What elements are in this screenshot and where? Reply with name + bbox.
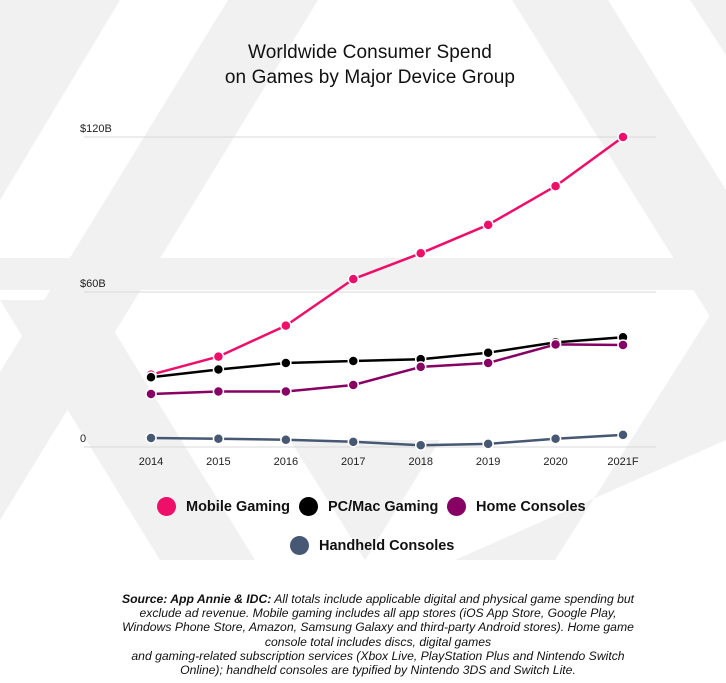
data-point-pc-mac-gaming-2014	[145, 371, 157, 383]
source-footnote: Source: App Annie & IDC: All totals incl…	[80, 592, 676, 677]
x-tick-label-2015: 2015	[206, 456, 230, 468]
data-point-home-consoles-2020	[549, 338, 562, 351]
footnote-line-5: and gaming-related subscription services…	[131, 648, 625, 663]
legend-item-handheld-consoles: Handheld Consoles	[290, 536, 454, 555]
footnote-line-1: All totals include applicable digital an…	[271, 592, 635, 606]
x-tick-label-2017: 2017	[341, 456, 365, 468]
data-point-handheld-consoles-2018	[414, 439, 427, 451]
data-point-home-consoles-2017	[347, 379, 360, 391]
data-point-mobile-gaming-2016	[280, 319, 292, 332]
data-point-home-consoles-2015	[212, 385, 225, 398]
y-tick-label-0: 0	[80, 433, 86, 445]
data-point-mobile-gaming-2019	[482, 219, 494, 231]
legend-item-home-consoles: Home Consoles	[447, 497, 586, 516]
footnote-line-2: exclude ad revenue. Mobile gaming includ…	[139, 606, 617, 621]
x-tick-label-2014: 2014	[139, 456, 163, 468]
legend-dot-mobile-gaming	[157, 497, 176, 516]
series-line-home-consoles	[150, 343, 624, 396]
data-point-mobile-gaming-2021f	[617, 131, 629, 143]
data-point-handheld-consoles-2017	[347, 436, 360, 448]
series-line-pc-mac-gaming	[150, 335, 624, 379]
chart-title-line-1: Worldwide Consumer Spend	[248, 42, 492, 63]
footnote-source-label: Source: App Annie & IDC:	[121, 592, 272, 606]
legend-dot-home-consoles	[447, 497, 466, 516]
data-point-pc-mac-gaming-2016	[280, 357, 292, 369]
x-tick-label-2019: 2019	[476, 456, 500, 468]
chart-title-line-2: on Games by Major Device Group	[224, 67, 516, 88]
legend-label-pc-mac-gaming: PC/Mac Gaming	[328, 498, 439, 515]
data-point-handheld-consoles-2021f	[617, 429, 629, 441]
legend-item-pc-mac-gaming: PC/Mac Gaming	[299, 497, 438, 516]
data-point-home-consoles-2014	[145, 388, 157, 400]
data-point-pc-mac-gaming-2015	[212, 363, 225, 376]
footnote-line-3: Windows Phone Store, Amazon, Samsung Gal…	[122, 620, 634, 635]
data-point-pc-mac-gaming-2019	[482, 346, 494, 359]
data-point-handheld-consoles-2015	[212, 432, 225, 445]
data-point-mobile-gaming-2018	[414, 247, 427, 259]
y-tick-label-60b: $60B	[80, 278, 106, 290]
x-tick-label-2018: 2018	[408, 456, 432, 468]
x-tick-label-2016: 2016	[274, 456, 298, 468]
footnote-line-6: Online); handheld consoles are typified …	[180, 663, 576, 678]
legend-dot-handheld-consoles	[290, 536, 309, 555]
legend-label-mobile-gaming: Mobile Gaming	[186, 498, 290, 515]
legend-label-home-consoles: Home Consoles	[476, 498, 586, 515]
data-point-mobile-gaming-2017	[347, 273, 360, 285]
data-point-home-consoles-2019	[482, 357, 494, 369]
data-point-mobile-gaming-2015	[212, 350, 225, 363]
x-tick-label-2021f: 2021F	[607, 456, 638, 468]
data-point-pc-mac-gaming-2017	[347, 355, 360, 367]
footnote-line-4: console total includes discs, digital ga…	[264, 634, 492, 649]
data-point-handheld-consoles-2014	[145, 432, 157, 444]
data-point-home-consoles-2016	[280, 385, 292, 398]
data-point-mobile-gaming-2020	[549, 180, 562, 192]
legend-label-handheld-consoles: Handheld Consoles	[319, 537, 455, 554]
y-tick-label-120b: $120B	[80, 123, 112, 135]
data-point-handheld-consoles-2020	[549, 432, 562, 445]
data-point-home-consoles-2018	[414, 361, 427, 373]
data-point-handheld-consoles-2019	[482, 438, 494, 450]
series-line-mobile-gaming	[150, 135, 624, 376]
legend-dot-pc-mac-gaming	[299, 497, 318, 516]
data-point-handheld-consoles-2016	[280, 434, 292, 446]
data-point-home-consoles-2021f	[617, 339, 629, 351]
series-line-handheld-consoles	[150, 433, 624, 447]
legend-item-mobile-gaming: Mobile Gaming	[157, 497, 290, 516]
x-tick-label-2020: 2020	[543, 456, 567, 468]
